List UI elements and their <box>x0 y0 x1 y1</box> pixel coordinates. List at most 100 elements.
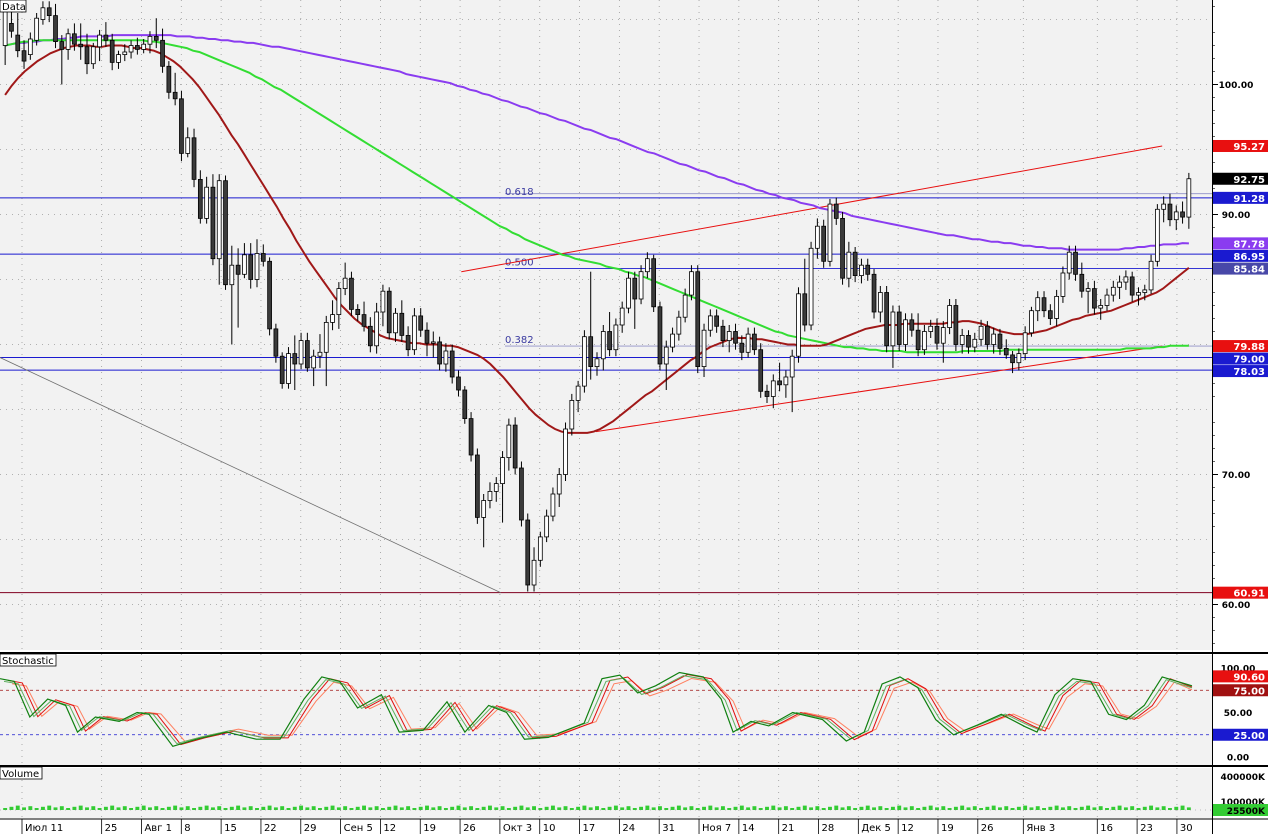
volume-bar <box>103 806 108 810</box>
volume-bar <box>443 808 448 810</box>
volume-bar <box>815 806 820 810</box>
volume-bar <box>865 805 870 810</box>
candle-body <box>865 264 871 275</box>
price-label-box <box>1213 139 1268 152</box>
moving-averages-layer <box>4 34 1190 434</box>
volume-bar <box>1004 806 1009 810</box>
candle-body <box>412 315 417 351</box>
candle-body <box>1110 286 1116 296</box>
trendline-descending-gray <box>0 357 501 594</box>
volume-bar <box>790 808 795 810</box>
trendline-upper-channel <box>461 145 1163 273</box>
candle-body <box>147 36 153 45</box>
volume-bar <box>1054 805 1059 810</box>
volume-bar <box>960 805 965 810</box>
volume-bar <box>834 805 839 810</box>
time-axis-label: 26 <box>981 823 994 834</box>
candle-body <box>682 294 688 318</box>
volume-bar <box>34 808 39 810</box>
volume-bar <box>204 805 209 810</box>
volume-bar <box>116 807 121 810</box>
candle-body <box>556 474 562 495</box>
volume-bar <box>1123 807 1128 810</box>
candle-body <box>777 380 782 386</box>
volume-bar <box>374 806 379 810</box>
candle-body <box>852 251 858 276</box>
volume-bar <box>355 806 360 810</box>
time-axis-label: Окт 3 <box>503 823 532 834</box>
volume-bar <box>1174 806 1179 810</box>
candle-body <box>279 355 285 384</box>
candle-body <box>575 385 581 401</box>
plot-background <box>0 0 1212 650</box>
volume-bar <box>462 807 467 810</box>
volume-bar <box>185 806 190 810</box>
candle-body <box>386 290 392 334</box>
price-label-box <box>1213 365 1268 378</box>
price-axis-tick-label: 100.00 <box>1219 81 1254 91</box>
volume-bar <box>305 807 310 810</box>
fib-level-label: 0.618 <box>505 187 534 198</box>
volume-bar <box>85 807 89 810</box>
volume-bar <box>9 806 14 810</box>
time-axis-label: 10 <box>543 823 556 834</box>
volume-bar <box>122 806 127 810</box>
candle-body <box>676 316 682 335</box>
candle-body <box>475 454 480 518</box>
candle-body <box>657 306 663 365</box>
volume-bar <box>475 808 480 810</box>
volume-bar <box>532 806 536 810</box>
candle-body <box>896 311 902 345</box>
stochastic-line-green <box>0 671 1193 747</box>
volume-bar <box>758 808 763 810</box>
candle-body <box>940 327 946 344</box>
candle-body <box>1047 310 1053 319</box>
candle-body <box>663 346 669 365</box>
stochastic-level-label: 90.60 <box>1233 672 1265 683</box>
volume-bar <box>620 807 625 810</box>
volume-bar <box>563 806 568 810</box>
volume-bar <box>192 808 196 810</box>
volume-bar <box>601 808 606 810</box>
volume-bar <box>236 805 241 810</box>
volume-bar <box>676 805 681 810</box>
time-axis-label: 30 <box>1180 823 1193 834</box>
volume-title-box <box>0 766 43 780</box>
volume-bar <box>179 807 184 810</box>
candle-body <box>815 225 820 249</box>
candle-body <box>72 33 77 45</box>
price-label-box <box>1213 352 1268 365</box>
candle-body <box>519 467 524 521</box>
candle-body <box>789 355 795 378</box>
volume-bar <box>576 806 581 810</box>
volume-bar <box>1042 808 1046 810</box>
candle-body <box>600 331 606 360</box>
price-label: 87.78 <box>1233 239 1265 250</box>
candle-body <box>437 341 442 365</box>
volume-bar <box>217 806 222 810</box>
candle-body <box>1136 292 1141 296</box>
volume-bar <box>985 806 990 810</box>
candle-body <box>267 260 272 330</box>
candle-body <box>1142 289 1148 293</box>
candle-body <box>985 325 990 345</box>
time-axis-label: 15 <box>224 823 237 834</box>
candle-body <box>1016 353 1022 364</box>
volume-bar <box>550 805 555 810</box>
candle-body <box>191 137 197 180</box>
candle-body <box>254 253 260 280</box>
volume-bar <box>1067 806 1072 810</box>
volume-bar <box>1010 808 1015 810</box>
volume-bar <box>683 807 688 810</box>
volume-bar <box>22 807 26 810</box>
volume-bar <box>947 808 952 810</box>
volume-axis-tick-label: 25500K <box>1227 807 1266 817</box>
volume-bar <box>40 806 45 810</box>
volume-bar <box>802 805 807 810</box>
candle-body <box>645 258 650 273</box>
volume-bar <box>733 806 738 810</box>
volume-bar <box>1092 807 1097 810</box>
volume-bar <box>884 808 889 810</box>
volume-bar <box>972 806 977 810</box>
time-axis-label: 31 <box>662 823 675 834</box>
